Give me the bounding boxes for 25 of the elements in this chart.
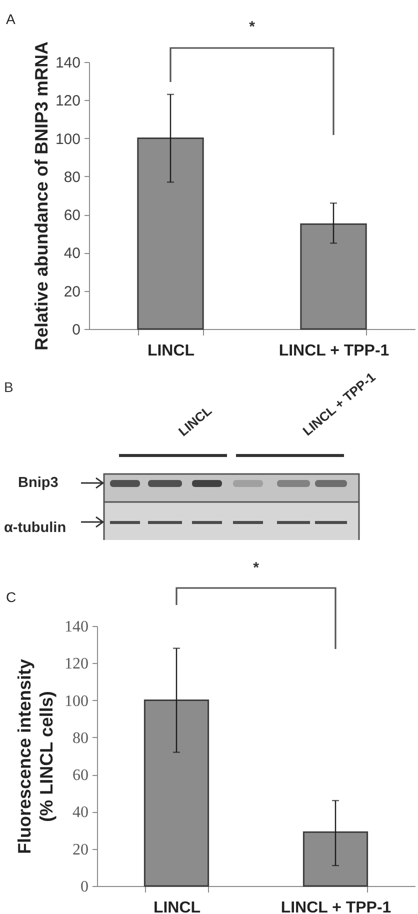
y-tick-label: 40 [64, 245, 80, 262]
text: * [253, 560, 260, 576]
y-tick-label: 40 [72, 804, 88, 822]
y-tick-label: 0 [80, 878, 88, 896]
y-tick-label: 100 [55, 130, 80, 148]
y-tick-label: 120 [64, 656, 88, 673]
y-tick-label: 20 [72, 841, 88, 858]
y-tick-label: 120 [55, 92, 80, 110]
y-axis-title: Fluorescence intensity (% LINCL cells) [14, 658, 56, 854]
y-tick-label: 140 [55, 54, 80, 72]
text: B [4, 379, 14, 395]
text: * [249, 18, 256, 36]
y-tick-label: 60 [64, 207, 80, 224]
y-tick-label: 0 [72, 322, 80, 338]
chart-title: A [6, 10, 16, 27]
chart-title: C [6, 589, 16, 605]
y-tick-label: 20 [64, 283, 80, 300]
text: α-tubulin [4, 520, 66, 536]
y-axis-title: Relative abundance of BNIP3 mRNA [32, 41, 52, 351]
y-tick-label: 80 [64, 168, 80, 186]
y-tick-label: 100 [64, 692, 88, 710]
y-tick-label: 80 [72, 730, 88, 747]
text: Bnip3 [18, 475, 58, 491]
y-tick-label: 140 [64, 618, 88, 636]
y-tick-label: 60 [72, 767, 88, 784]
